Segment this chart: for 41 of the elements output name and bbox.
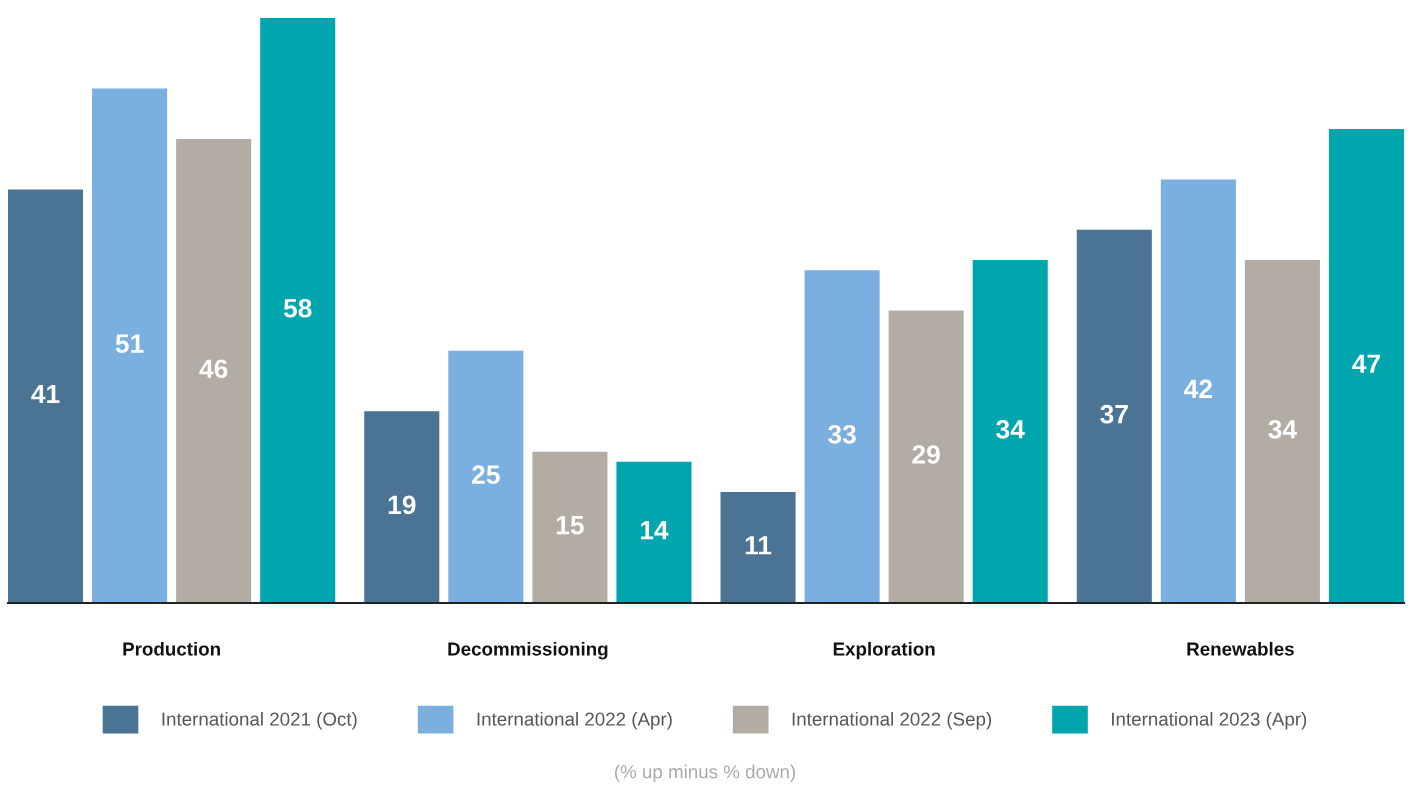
data-label: 34: [1268, 419, 1297, 439]
bar: [260, 18, 336, 603]
data-label: 14: [640, 521, 669, 540]
legend-label: International 2022 (Apr): [477, 711, 672, 730]
x-tick-label: Renewables: [1187, 641, 1294, 656]
bar: [8, 189, 84, 603]
data-label: 51: [115, 334, 144, 353]
bar: [1328, 128, 1404, 603]
x-tick-label: Exploration: [833, 641, 935, 660]
legend-label: International 2023 (Apr): [1112, 711, 1307, 730]
bar: [364, 411, 440, 603]
bar: [804, 270, 880, 603]
legend-label: International 2022 (Sep): [792, 711, 992, 730]
data-label: 47: [1352, 354, 1380, 373]
bar: [616, 461, 692, 603]
legend-label: International 2021 (Oct): [162, 711, 357, 730]
data-label: 58: [283, 298, 312, 318]
bar: [1076, 229, 1152, 603]
data-label: 41: [31, 384, 60, 404]
bar: [532, 451, 608, 603]
data-label: 25: [472, 465, 500, 485]
data-label: 11: [745, 536, 772, 555]
bar: [1160, 179, 1236, 603]
bar: [92, 88, 168, 603]
bar: [720, 492, 796, 603]
x-tick-label: Decommissioning: [448, 641, 608, 660]
text: (% up minus % down): [614, 764, 796, 783]
bar: [176, 139, 252, 603]
data-label: 33: [828, 424, 856, 444]
data-label: 29: [912, 445, 940, 464]
x-tick-label: Production: [123, 641, 220, 656]
data-label: 15: [556, 516, 584, 535]
bar: [1244, 260, 1320, 603]
bar: [448, 350, 524, 603]
data-label: 37: [1100, 404, 1128, 424]
data-label: 42: [1184, 379, 1212, 399]
bar: [888, 310, 964, 603]
data-label: 19: [388, 495, 416, 515]
bar: [972, 260, 1048, 603]
data-label: 46: [199, 359, 228, 379]
data-label: 34: [996, 419, 1025, 439]
